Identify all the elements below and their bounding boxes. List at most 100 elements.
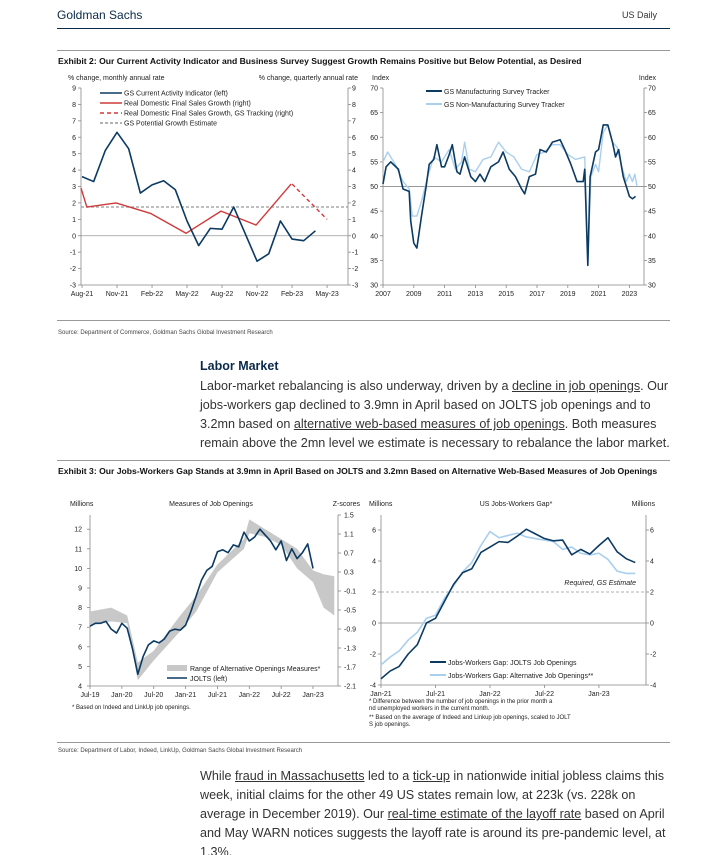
required-annotation: Required, GS Estimate xyxy=(564,580,636,587)
y-tick-label-right: 55 xyxy=(648,159,656,166)
paragraph-text: . Both measures remain above the 2mn lev… xyxy=(200,417,670,450)
y-axis-label-right: Millions xyxy=(632,501,656,508)
y-tick-label: 9 xyxy=(78,586,82,593)
x-tick-label: Feb-23 xyxy=(281,291,303,298)
y-tick-label-right: 0 xyxy=(650,621,654,628)
y-tick-label: 8 xyxy=(78,605,82,612)
inline-link[interactable]: alternative web-based measures of job op… xyxy=(293,417,565,431)
inline-link[interactable]: decline in job openings xyxy=(511,379,641,393)
section-name: US Daily xyxy=(621,10,657,20)
y-tick-label-right: 5 xyxy=(352,151,356,158)
exhibit2-rule xyxy=(57,50,670,51)
y-tick-label-right: 2 xyxy=(650,590,654,597)
legend-label: Real Domestic Final Sales Growth (right) xyxy=(124,101,251,108)
series-jolts xyxy=(89,528,314,676)
x-tick-label: Jan-23 xyxy=(302,692,324,699)
series-jolts-gap xyxy=(380,528,636,680)
x-tick-label: Jul-20 xyxy=(144,692,163,699)
y-tick-label: -2 xyxy=(70,266,76,273)
y-axis-label-right: % change, quarterly annual rate xyxy=(259,75,358,82)
y-tick-label-right: 7 xyxy=(352,118,356,125)
chart-footnote: nd unemployed workers in the current mon… xyxy=(369,706,490,712)
legend-label: GS Potential Growth Estimate xyxy=(124,121,217,128)
y-tick-label: 6 xyxy=(372,528,376,535)
x-tick-label: Jan-23 xyxy=(588,691,610,698)
y-tick-label-right: 4 xyxy=(650,559,654,566)
y-tick-label: 2 xyxy=(72,200,76,207)
y-tick-label: 6 xyxy=(78,644,82,651)
y-tick-label: 45 xyxy=(370,209,378,216)
x-tick-label: 2013 xyxy=(468,291,484,298)
y-tick-label: 35 xyxy=(370,258,378,265)
x-tick-label: Jul-19 xyxy=(80,692,99,699)
paragraph-text: based on April and May WARN notices sugg… xyxy=(200,807,666,855)
y-tick-label: 30 xyxy=(370,283,378,290)
legend-label: Jobs-Workers Gap: Alternative Job Openin… xyxy=(448,673,594,680)
y-tick-label: 9 xyxy=(72,86,76,93)
y-tick-label: 60 xyxy=(370,135,378,142)
paragraph-text: in nationwide initial jobless claims thi… xyxy=(200,769,665,821)
y-tick-label-right: -2.1 xyxy=(344,684,356,691)
section-heading: Labor Market xyxy=(200,359,279,373)
y-tick-label-right: 35 xyxy=(648,258,656,265)
x-tick-label: May-22 xyxy=(175,291,198,298)
y-axis-label-right: Z-scores xyxy=(333,501,361,508)
x-tick-label: Jan-21 xyxy=(370,691,392,698)
labor-paragraph: Labor-market rebalancing is also underwa… xyxy=(200,377,670,453)
inline-link[interactable]: real-time estimate of the layoff rate xyxy=(387,807,582,821)
y-tick-label: -2 xyxy=(370,652,376,659)
chart-footnote: ** Based on the average of Indeed and Li… xyxy=(369,715,571,721)
y-tick-label: 7 xyxy=(78,625,82,632)
legend-label: GS Manufacturing Survey Tracker xyxy=(444,89,550,96)
x-tick-label: Jul-21 xyxy=(208,692,227,699)
y-tick-label: -4 xyxy=(370,683,376,690)
y-tick-label-right: 6 xyxy=(352,135,356,142)
y-tick-label-right: 70 xyxy=(648,86,656,93)
x-tick-label: Nov-22 xyxy=(246,291,269,298)
y-tick-label-right: -1.3 xyxy=(344,646,356,653)
exhibit3-title: Exhibit 3: Our Jobs-Workers Gap Stands a… xyxy=(58,466,658,476)
y-tick-label: 40 xyxy=(370,233,378,240)
y-tick-label-right: 4 xyxy=(352,168,356,175)
paragraph-text: led to a xyxy=(364,769,413,783)
header-rule xyxy=(57,28,670,29)
y-tick-label-right: -0.1 xyxy=(344,589,356,596)
chart-title: US Jobs-Workers Gap* xyxy=(480,501,553,508)
y-tick-label: 2 xyxy=(372,590,376,597)
y-tick-label: -3 xyxy=(70,283,76,290)
y-tick-label-right: 45 xyxy=(648,209,656,216)
y-tick-label: 10 xyxy=(74,566,82,573)
legend-label: GS Non-Manufacturing Survey Tracker xyxy=(444,102,565,109)
y-tick-label-right: 0.3 xyxy=(344,570,354,577)
y-tick-label-right: -3 xyxy=(352,283,358,290)
y-tick-label-right: -2 xyxy=(352,266,358,273)
x-tick-label: Aug-21 xyxy=(71,291,94,298)
legend-label: GS Current Activity Indicator (left) xyxy=(124,91,228,98)
y-tick-label: -1 xyxy=(70,250,76,257)
y-axis-label-left: % change, monthly annual rate xyxy=(68,75,165,82)
inline-link[interactable]: fraud in Massachusetts xyxy=(235,769,365,783)
y-tick-label: 4 xyxy=(372,559,376,566)
y-tick-label-right: -1.7 xyxy=(344,665,356,672)
claims-paragraph: While fraud in Massachusetts led to a ti… xyxy=(200,767,670,855)
x-tick-label: May-23 xyxy=(315,291,338,298)
alternative-range-band xyxy=(90,519,335,681)
x-tick-label: 2009 xyxy=(406,291,422,298)
x-tick-label: Jan-21 xyxy=(175,692,197,699)
inline-link[interactable]: tick-up xyxy=(412,769,450,783)
x-tick-label: 2011 xyxy=(437,291,452,298)
y-tick-label-right: 9 xyxy=(352,86,356,93)
y-tick-label-right: -4 xyxy=(650,683,656,690)
y-tick-label: 0 xyxy=(72,233,76,240)
y-tick-label-right: -0.5 xyxy=(344,608,356,615)
x-tick-label: Jul-22 xyxy=(535,691,554,698)
x-tick-label: 2015 xyxy=(498,291,514,298)
y-tick-label: 8 xyxy=(72,102,76,109)
y-tick-label-right: 60 xyxy=(648,135,656,142)
y-tick-label: 4 xyxy=(72,168,76,175)
chart-footnote: * Difference between the number of job o… xyxy=(369,699,553,705)
y-tick-label-right: 1 xyxy=(352,217,356,224)
y-tick-label: 7 xyxy=(72,118,76,125)
series-final-sales xyxy=(80,183,292,234)
legend-label: Range of Alternative Openings Measures* xyxy=(190,666,321,673)
